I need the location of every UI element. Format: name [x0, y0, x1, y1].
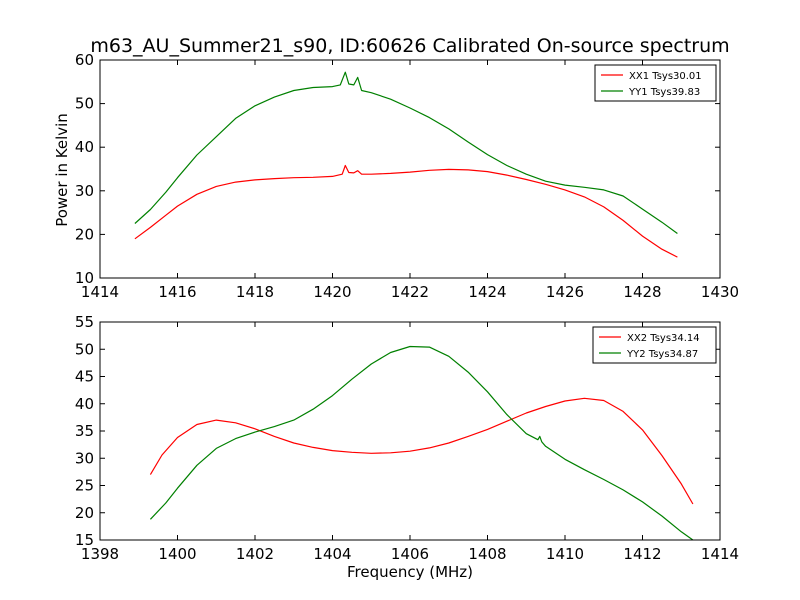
- x-tick-label: 1416: [158, 283, 196, 301]
- x-tick-label: 1422: [391, 283, 429, 301]
- x-tick-label: 1428: [623, 283, 661, 301]
- x-tick-label: 1398: [81, 545, 119, 563]
- y-tick-label: 30: [75, 449, 94, 467]
- y-tick-label: 25: [75, 477, 94, 495]
- y-axis-label: Power in Kelvin: [53, 113, 71, 227]
- y-tick-label: 20: [75, 225, 94, 243]
- legend-label-xx1: XX1 Tsys30.01: [629, 71, 702, 82]
- y-tick-label: 55: [75, 313, 94, 331]
- y-tick-label: 30: [75, 182, 94, 200]
- legend-box: [592, 326, 717, 364]
- y-tick-label: 40: [75, 395, 94, 413]
- y-tick-label: 50: [75, 340, 94, 358]
- x-axis-label: Frequency (MHz): [347, 563, 473, 581]
- legend-box: [594, 64, 717, 102]
- x-tick-label: 1408: [468, 545, 506, 563]
- x-tick-label: 1426: [546, 283, 584, 301]
- y-tick-label: 60: [75, 51, 94, 69]
- series-line-yy1: [134, 71, 678, 234]
- legend-1: XX1 Tsys30.01 YY1 Tsys39.83: [594, 64, 717, 102]
- x-tick-label: 1414: [81, 283, 119, 301]
- legend-label-xx2: XX2 Tsys34.14: [627, 333, 700, 344]
- x-tick-label: 1404: [313, 545, 351, 563]
- legend-label-yy1: YY1 Tsys39.83: [628, 87, 700, 98]
- series-line-xx2: [149, 397, 694, 505]
- y-tick-label: 20: [75, 504, 94, 522]
- series-line-yy2: [149, 345, 694, 541]
- x-tick-label: 1402: [236, 545, 274, 563]
- x-tick-label: 1420: [313, 283, 351, 301]
- legend-label-yy2: YY2 Tsys34.87: [626, 349, 698, 360]
- x-tick-label: 1406: [391, 545, 429, 563]
- x-tick-label: 1418: [236, 283, 274, 301]
- x-tick-label: 1430: [701, 283, 739, 301]
- x-tick-label: 1410: [546, 545, 584, 563]
- legend-2: XX2 Tsys34.14 YY2 Tsys34.87: [592, 326, 717, 364]
- y-tick-label: 10: [75, 269, 94, 287]
- chart-panel-1: 1414 1416 1418 1420 1422 1424 1426 1428 1430 10 20…: [75, 51, 739, 301]
- y-tick-label: 40: [75, 138, 94, 156]
- y-tick-label: 15: [75, 531, 94, 549]
- y-tick-label: 50: [75, 95, 94, 113]
- y-tick-label: 45: [75, 368, 94, 386]
- y-tick-label: 35: [75, 422, 94, 440]
- x-tick-label: 1400: [158, 545, 196, 563]
- x-tick-label: 1412: [623, 545, 661, 563]
- x-tick-label: 1414: [701, 545, 739, 563]
- chart-panel-2: 1398 1400 1402 1404 1406 1408 1410 1412 1414 15 20…: [75, 313, 739, 563]
- x-tick-label: 1424: [468, 283, 506, 301]
- series-line-xx1: [134, 164, 678, 258]
- chart-title: m63_AU_Summer21_s90, ID:60626 Calibrated…: [90, 35, 729, 57]
